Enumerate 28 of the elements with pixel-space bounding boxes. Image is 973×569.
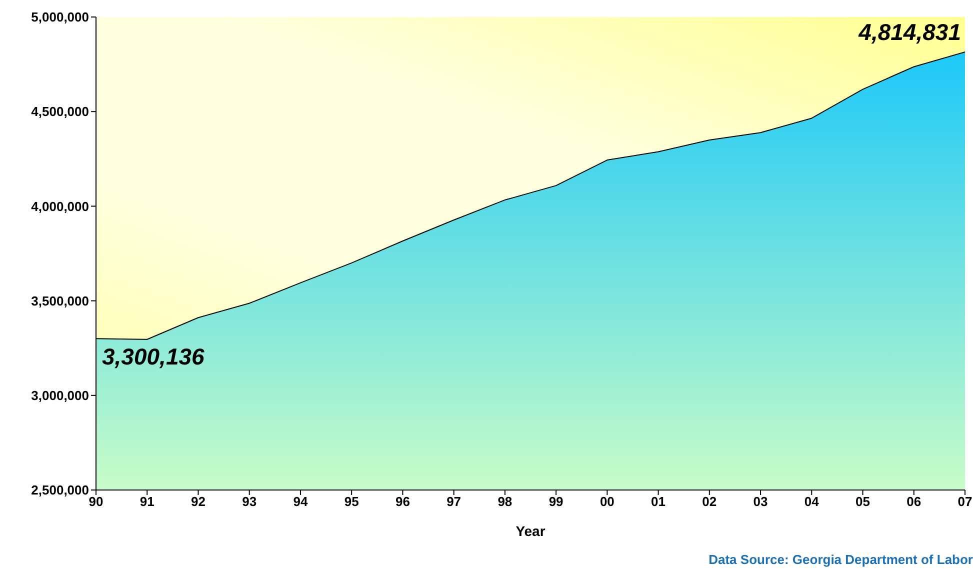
y-tick-label: 4,000,000: [31, 198, 89, 214]
x-tick-label: 90: [88, 494, 104, 510]
x-tick-label: 04: [804, 494, 820, 510]
x-axis-title: Year: [516, 523, 546, 539]
x-tick-label: 92: [191, 494, 206, 510]
x-tick-label: 97: [446, 494, 462, 510]
y-tick-label: 2,500,000: [31, 482, 89, 498]
y-tick-label: 4,500,000: [31, 104, 89, 120]
x-tick-label: 93: [242, 494, 257, 510]
y-tick-label: 5,000,000: [31, 10, 89, 25]
x-tick-label: 95: [344, 494, 359, 510]
x-tick-label: 96: [395, 494, 410, 510]
annotation: 4,814,831: [858, 19, 961, 46]
x-tick-label: 98: [498, 494, 512, 510]
x-tick-label: 01: [651, 494, 666, 510]
x-tick-label: 03: [753, 494, 768, 510]
x-tick-label: 07: [958, 494, 972, 510]
x-tick-label: 99: [548, 494, 564, 510]
x-tick-label: 06: [906, 494, 922, 510]
x-tick-label: 00: [600, 494, 614, 510]
annotation: 3,300,136: [102, 344, 205, 370]
x-tick-label: 94: [293, 494, 308, 510]
source-note: Data Source: Georgia Department of Labor: [708, 552, 973, 567]
x-tick-label: 05: [856, 494, 870, 510]
y-tick-label: 3,500,000: [31, 293, 89, 308]
x-tick-label: 02: [702, 494, 717, 510]
y-tick-label: 3,000,000: [31, 388, 89, 404]
x-tick-label: 91: [140, 494, 154, 510]
